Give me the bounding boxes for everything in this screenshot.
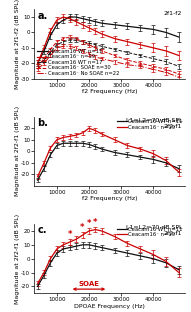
Text: SOAE: SOAE bbox=[79, 281, 100, 287]
Text: b.: b. bbox=[37, 118, 48, 128]
Text: *: * bbox=[93, 218, 98, 227]
Text: 2f1-f2: 2f1-f2 bbox=[164, 11, 182, 16]
Y-axis label: Magnitude at 2f1-f2 (dB SPL): Magnitude at 2f1-f2 (dB SPL) bbox=[15, 0, 20, 89]
Text: *: * bbox=[87, 219, 91, 228]
Y-axis label: Magnitude at 2f2-f1 (dB SPL): Magnitude at 2f2-f1 (dB SPL) bbox=[15, 106, 20, 196]
Legend: Ceacam16 WT n=11, Ceacam16⁻ n=19: Ceacam16 WT n=11, Ceacam16⁻ n=19 bbox=[117, 227, 183, 237]
Text: a.: a. bbox=[37, 11, 48, 21]
Y-axis label: Magnitude at 2f2-f1 (dB SPL): Magnitude at 2f2-f1 (dB SPL) bbox=[15, 214, 20, 304]
Text: *: * bbox=[80, 223, 85, 232]
Legend: Ceacam16 WT n=11, Ceacam16⁻ n=19: Ceacam16 WT n=11, Ceacam16⁻ n=19 bbox=[117, 119, 183, 130]
Text: L1=L2=70 dB SPL
2f2-f1: L1=L2=70 dB SPL 2f2-f1 bbox=[126, 225, 182, 236]
X-axis label: f2 Frequency (Hz): f2 Frequency (Hz) bbox=[82, 89, 138, 94]
Text: c.: c. bbox=[37, 225, 47, 236]
X-axis label: f2 Frequency (Hz): f2 Frequency (Hz) bbox=[82, 197, 138, 202]
Text: L1=L2=70 dB SPL
2f2-f1: L1=L2=70 dB SPL 2f2-f1 bbox=[126, 118, 182, 129]
X-axis label: DPOAE Frequency (Hz): DPOAE Frequency (Hz) bbox=[74, 304, 145, 309]
Text: *: * bbox=[67, 230, 72, 239]
Legend: Ceacam16 WT n=11, Ceacam16⁻ n=19, Ceacam16 WT n=17, Ceacam16⁻ SOAE n=30, Ceacam1: Ceacam16 WT n=11, Ceacam16⁻ n=19, Ceacam… bbox=[37, 49, 120, 76]
